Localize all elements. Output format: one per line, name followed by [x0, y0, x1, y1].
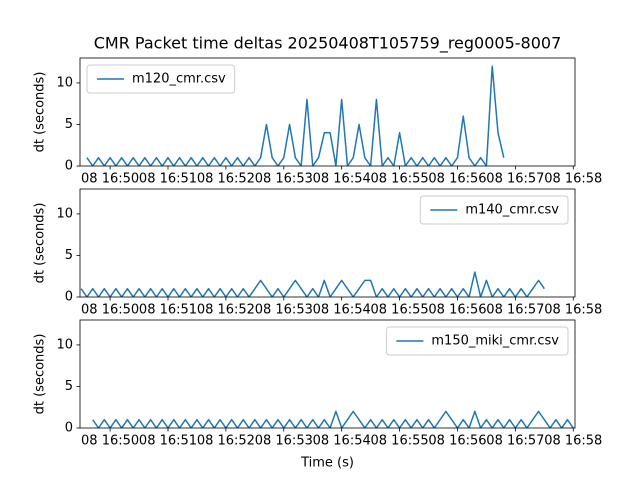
legend-box [385, 326, 569, 356]
y-tick-label: 5 [65, 379, 73, 394]
y-tick-label: 5 [65, 248, 73, 263]
x-tick-label: 08 16:53 [255, 172, 313, 187]
y-axis-label: dt (seconds) [33, 334, 48, 415]
data-line [80, 271, 545, 297]
x-tick-label: 08 16:57 [486, 172, 544, 187]
axes-frame [79, 188, 576, 298]
x-tick-label: 08 16:51 [139, 303, 197, 318]
x-tick-label: 08 16:55 [371, 172, 429, 187]
subplot: CMR Packet time deltas 20250408T105759_r… [33, 34, 603, 187]
x-tick-label: 08 16:54 [313, 434, 371, 449]
x-axis-label: Time (s) [300, 456, 354, 471]
y-tick-label: 0 [65, 159, 73, 174]
x-tick-label: 08 16:58 [544, 172, 602, 187]
legend-label: m150_miki_cmr.csv [431, 334, 559, 349]
y-axis-label: dt (seconds) [33, 72, 48, 153]
x-tick-label: 08 16:56 [428, 434, 486, 449]
x-tick-label: 08 16:58 [544, 303, 602, 318]
legend: m120_cmr.csv [86, 64, 236, 94]
x-tick-label: 08 16:57 [486, 303, 544, 318]
y-tick-label: 5 [65, 117, 73, 132]
x-tick-label: 08 16:53 [255, 434, 313, 449]
y-axis-label: dt (seconds) [33, 203, 48, 284]
x-tick-label: 08 16:52 [197, 434, 255, 449]
legend-box [419, 195, 569, 225]
x-tick-label: 08 16:54 [313, 303, 371, 318]
y-tick-label: 10 [56, 206, 73, 221]
x-tick-label: 08 16:55 [371, 434, 429, 449]
x-tick-label: 08 16:58 [544, 434, 602, 449]
x-tick-label: 08 16:50 [81, 172, 139, 187]
legend-label: m140_cmr.csv [465, 203, 559, 218]
x-tick-label: 08 16:57 [486, 434, 544, 449]
x-tick-label: 08 16:51 [139, 172, 197, 187]
y-tick-label: 10 [56, 75, 73, 90]
data-line [86, 65, 505, 166]
legend-label: m120_cmr.csv [132, 72, 226, 87]
x-tick-label: 08 16:55 [371, 303, 429, 318]
axes-frame [79, 319, 576, 429]
x-tick-label: 08 16:51 [139, 434, 197, 449]
legend: m150_miki_cmr.csv [385, 326, 569, 356]
axes-frame [79, 57, 576, 167]
chart-title: CMR Packet time deltas 20250408T105759_r… [94, 34, 562, 54]
y-tick-label: 0 [65, 290, 73, 305]
x-tick-label: 08 16:54 [313, 172, 371, 187]
y-tick-label: 0 [65, 421, 73, 436]
x-tick-label: 08 16:50 [81, 434, 139, 449]
x-tick-label: 08 16:56 [428, 303, 486, 318]
data-line [92, 410, 574, 428]
x-tick-label: 08 16:53 [255, 303, 313, 318]
x-tick-label: 08 16:52 [197, 303, 255, 318]
y-tick-label: 10 [56, 337, 73, 352]
legend-box [86, 64, 236, 94]
x-tick-label: 08 16:50 [81, 303, 139, 318]
x-tick-label: 08 16:56 [428, 172, 486, 187]
legend: m140_cmr.csv [419, 195, 569, 225]
x-tick-label: 08 16:52 [197, 172, 255, 187]
